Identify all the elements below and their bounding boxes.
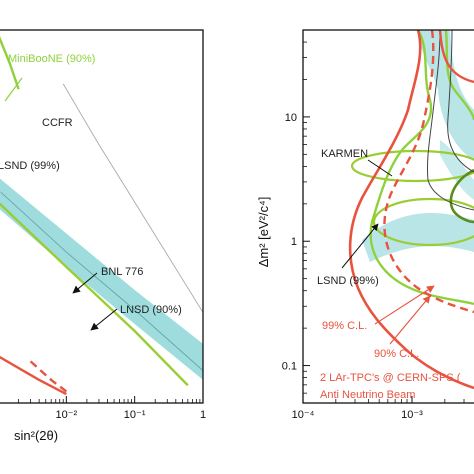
left-series-band-4 bbox=[0, 178, 203, 380]
left-series-line-6 bbox=[0, 355, 67, 396]
legend-lsnd-99: LSND (99%) bbox=[0, 160, 60, 172]
label-lsnd-99: LSND (99%) bbox=[317, 275, 379, 287]
lnsd-arrow bbox=[90, 308, 118, 331]
left-series-layer bbox=[0, 36, 203, 396]
arrow-90cl bbox=[389, 295, 431, 345]
left-axis-ticks: 10⁻² 10⁻¹ 1 bbox=[18, 396, 206, 421]
karmen-pointer bbox=[367, 159, 393, 177]
label-90cl: 90% C.L. bbox=[374, 348, 419, 360]
left-series-line-5 bbox=[0, 202, 189, 387]
arrow-99cl bbox=[374, 285, 435, 325]
red-99cl-upper bbox=[438, 30, 474, 84]
left-x-tick-label-1: 10⁻¹ bbox=[124, 409, 146, 421]
legend-bnl776: BNL 776 bbox=[101, 266, 143, 278]
left-panel: 10⁻² 10⁻¹ 1 MiniBooNE (90%) CCFR LSND (99%… bbox=[0, 29, 206, 443]
right-y-tick-label-0: 0.1 bbox=[282, 361, 297, 373]
right-x-tick-label-1: 10⁻³ bbox=[401, 409, 423, 421]
left-series-line-1 bbox=[62, 83, 203, 313]
bnl776-arrow bbox=[72, 272, 98, 294]
lsnd-shade-mid bbox=[440, 140, 474, 200]
left-x-tick-label-2: 1 bbox=[200, 409, 206, 421]
left-series-line-0 bbox=[0, 36, 20, 90]
lsnd-contour-ring-1 bbox=[350, 149, 474, 183]
label-karmen: KARMEN bbox=[321, 148, 368, 160]
legend-miniboone: MiniBooNE (90%) bbox=[8, 53, 95, 65]
lsnd99-contour-high bbox=[444, 30, 474, 121]
red-90cl-solid bbox=[348, 30, 474, 390]
right-x-tick-label-0: 10⁻⁴ bbox=[292, 409, 315, 421]
lsnd-shade-band bbox=[362, 212, 474, 262]
left-x-tick-label-0: 10⁻² bbox=[55, 409, 77, 421]
karmen-line-1 bbox=[426, 30, 474, 211]
lsnd-contour-ring-2 bbox=[372, 197, 474, 247]
left-x-axis-label: sin²(2θ) bbox=[14, 428, 58, 443]
annotation-beam: Anti Neutrino Beam bbox=[320, 389, 415, 401]
left-plot-frame bbox=[0, 29, 204, 404]
miniboone-pointer bbox=[4, 77, 23, 102]
lsnd-arrow bbox=[341, 223, 379, 269]
label-99cl: 99% C.L. bbox=[322, 320, 367, 332]
karmen-line-2 bbox=[447, 30, 474, 173]
left-series-line-7 bbox=[29, 360, 68, 393]
legend-lnsd-90: LNSD (90%) bbox=[120, 304, 182, 316]
lsnd90-dark-contour bbox=[449, 168, 474, 224]
legend-ccfr: CCFR bbox=[42, 117, 73, 129]
right-y-axis-label: Δm² [eV²/c⁴] bbox=[256, 197, 271, 268]
right-y-tick-label-1: 1 bbox=[291, 236, 297, 248]
right-axis-ticks: 10⁻⁴ 10⁻³ 0.1 1 10 bbox=[282, 29, 465, 421]
right-panel: 10⁻⁴ 10⁻³ 0.1 1 10 Δm² [eV²/c⁴] KARMEN LSND … bbox=[256, 29, 474, 421]
annotation-lar-tpc: 2 LAr-TPC's @ CERN-SPS ( bbox=[320, 372, 461, 384]
red-99cl-dashed bbox=[383, 30, 474, 314]
right-plot-area bbox=[348, 30, 474, 390]
right-plot-frame bbox=[302, 29, 474, 404]
right-y-tick-label-2: 10 bbox=[285, 112, 297, 124]
left-plot-area bbox=[0, 36, 203, 396]
